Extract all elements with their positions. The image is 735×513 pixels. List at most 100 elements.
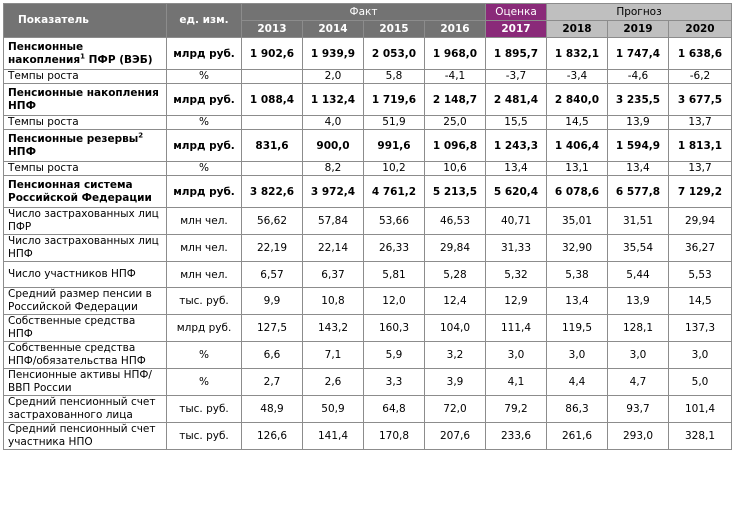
table-row: Пенсионные активы НПФ/ВВП России% 2,7 2,6 3… (3, 368, 733, 396)
value-cell: 13,9 (607, 287, 669, 315)
table-row: Темпы роста% 2,0 5,8 -4,1 -3,7 -3,4 -4,6 -6,2 (3, 69, 733, 84)
value-cell: 57,84 (302, 207, 364, 235)
value-cell: 3,0 (546, 341, 608, 369)
value-cell: 3,2 (424, 341, 486, 369)
row-label: Пенсионные накопления НПФ (3, 83, 167, 116)
value-cell: 5,44 (607, 261, 669, 288)
value-cell (241, 161, 303, 176)
row-label-text: Пенсионные накопления НПФ (8, 86, 159, 112)
value-cell: 1 747,4 (607, 37, 669, 70)
row-label: Пенсионные накопления1 ПФР (ВЭБ) (3, 37, 167, 70)
value-cell: 6,37 (302, 261, 364, 288)
value-cell: 2 840,0 (546, 83, 608, 116)
value-cell: 86,3 (546, 395, 608, 423)
value-cell: 1 406,4 (546, 129, 608, 162)
value-cell: 1 813,1 (667, 129, 733, 162)
table-body: Пенсионные накопления1 ПФР (ВЭБ) млрд руб… (3, 37, 733, 450)
value-cell: 6,57 (241, 261, 303, 288)
value-cell: 22,14 (302, 234, 364, 262)
value-cell: 1 096,8 (424, 129, 486, 162)
value-cell: 7,1 (302, 341, 364, 369)
value-cell: 128,1 (607, 314, 669, 342)
unit-cell: % (166, 161, 242, 176)
table-row: Средний пенсионный счет застрахованного … (3, 395, 733, 423)
row-label: Темпы роста (3, 161, 167, 176)
value-cell: 2,6 (302, 368, 364, 396)
table-row: Средний пенсионный счет участника НПО тыс… (3, 422, 733, 450)
value-cell: 127,5 (241, 314, 303, 342)
unit-cell: % (166, 69, 242, 84)
value-cell: 22,19 (241, 234, 303, 262)
row-label: Собственные средства НПФ/обязательства Н… (3, 341, 167, 369)
header-year-estimate: 2017 (485, 20, 547, 38)
value-cell: 93,7 (607, 395, 669, 423)
unit-cell: млн чел. (166, 261, 242, 288)
value-cell: 160,3 (363, 314, 425, 342)
table-row: Число застрахованных лиц ПФР млн чел. 56,6… (3, 207, 733, 235)
table-row: Число участников НПФ млн чел. 6,57 6,37 5,81… (3, 261, 733, 288)
value-cell: 207,6 (424, 422, 486, 450)
value-cell: 1 243,3 (485, 129, 547, 162)
value-cell: 53,66 (363, 207, 425, 235)
value-cell: 293,0 (607, 422, 669, 450)
value-cell: 35,54 (607, 234, 669, 262)
value-cell: 5 213,5 (424, 175, 486, 208)
value-cell: 3,0 (485, 341, 547, 369)
value-cell: 32,90 (546, 234, 608, 262)
row-label: Пенсионная система Российской Федерации (3, 175, 167, 208)
value-cell: 5,0 (667, 368, 733, 396)
value-cell: 14,5 (667, 287, 733, 315)
value-cell: 12,9 (485, 287, 547, 315)
value-cell: 233,6 (485, 422, 547, 450)
unit-cell: млн чел. (166, 234, 242, 262)
header-year: 2020 (667, 20, 733, 38)
header-year: 2013 (241, 20, 303, 38)
row-label: Средний размер пенсии в Российской Федер… (3, 287, 167, 315)
value-cell: 3,0 (607, 341, 669, 369)
value-cell: 31,51 (607, 207, 669, 235)
value-cell: 900,0 (302, 129, 364, 162)
value-cell: 1 594,9 (607, 129, 669, 162)
value-cell: 6 577,8 (607, 175, 669, 208)
unit-cell: % (166, 341, 242, 369)
value-cell: 2 481,4 (485, 83, 547, 116)
row-label: Темпы роста (3, 115, 167, 130)
value-cell: 3 677,5 (667, 83, 733, 116)
row-label-text: Пенсионные накопления (8, 40, 84, 66)
row-label-text: Число участников НПФ (8, 268, 136, 280)
row-label: Темпы роста (3, 69, 167, 84)
table-row: Темпы роста% 4,0 51,9 25,0 15,5 14,5 13,9 13,7 (3, 115, 733, 130)
value-cell: 5,8 (363, 69, 425, 84)
pension-indicators-table: Показатель ед. изм. Факт Оценка Прогноз … (3, 3, 733, 450)
table-row: Пенсионные резервы2 НПФ млрд руб. 831,6 900… (3, 129, 733, 162)
value-cell: 15,5 (485, 115, 547, 130)
value-cell: 170,8 (363, 422, 425, 450)
value-cell: 7 129,2 (667, 175, 733, 208)
value-cell: 9,9 (241, 287, 303, 315)
value-cell: -4,1 (424, 69, 486, 84)
row-label-text: Средний пенсионный счет участника НПО (8, 423, 156, 449)
value-cell: 46,53 (424, 207, 486, 235)
unit-cell: тыс. руб. (166, 287, 242, 315)
header-year: 2018 (546, 20, 608, 38)
value-cell: 50,9 (302, 395, 364, 423)
row-label-tail: ПФР (ВЭБ) (84, 53, 153, 66)
value-cell: 137,3 (667, 314, 733, 342)
header-forecast: Прогноз (545, 3, 733, 21)
row-label-text: Число застрахованных лиц НПФ (8, 235, 159, 261)
value-cell: 3,9 (424, 368, 486, 396)
value-cell: 5,38 (546, 261, 608, 288)
header-year: 2014 (302, 20, 364, 38)
value-cell: -3,7 (485, 69, 547, 84)
value-cell: 3 972,4 (302, 175, 364, 208)
value-cell: 119,5 (546, 314, 608, 342)
header-unit: ед. изм. (166, 3, 242, 38)
value-cell: 13,4 (485, 161, 547, 176)
unit-cell: тыс. руб. (166, 422, 242, 450)
value-cell: -3,4 (546, 69, 608, 84)
value-cell: 56,62 (241, 207, 303, 235)
value-cell: 5,9 (363, 341, 425, 369)
value-cell: 1 719,6 (363, 83, 425, 116)
row-label-text: Средний размер пенсии в Российской Федер… (8, 288, 152, 314)
value-cell: 1 638,6 (667, 37, 733, 70)
